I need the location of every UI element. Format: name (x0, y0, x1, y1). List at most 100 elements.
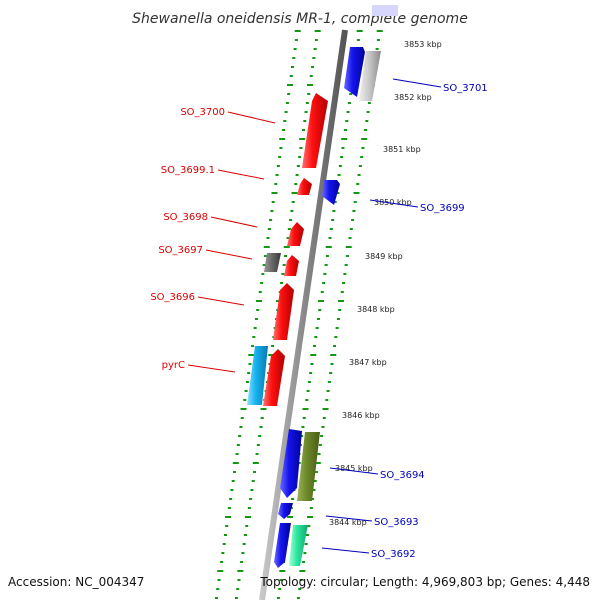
track-dot (296, 597, 300, 599)
kbp-tick: 3850 kbp (374, 198, 412, 207)
feature-SO_3698[interactable] (287, 222, 304, 246)
track-dot (356, 183, 360, 185)
track-dot (299, 570, 306, 572)
label-SO_3701[interactable]: SO_3701 (443, 83, 488, 94)
track-dot (248, 363, 252, 365)
track-dot (311, 498, 315, 500)
track-dot (252, 336, 256, 338)
accession-text: Accession: NC_004347 (8, 575, 144, 589)
track-dot (318, 309, 322, 311)
track-dot (338, 300, 344, 302)
track-dot (268, 354, 275, 356)
leader-SO_3692 (321, 547, 370, 554)
track-dot (312, 489, 316, 491)
track-dot (282, 264, 286, 266)
track-dot (353, 201, 357, 203)
track-dot (318, 444, 322, 446)
track-dot (315, 327, 319, 329)
label-SO_3696[interactable]: SO_3696 (150, 292, 195, 303)
leader-SO_3693 (325, 515, 373, 522)
leader-SO_3694 (329, 467, 379, 475)
track-dot (220, 561, 224, 563)
track-dot (330, 354, 337, 356)
track-dot (314, 30, 321, 32)
kbp-tick: 3848 kbp (357, 305, 395, 314)
track-dot (293, 48, 297, 50)
track-dot (341, 138, 348, 140)
track-dot (283, 120, 287, 122)
track-dot (289, 75, 293, 77)
label-SO_3699.1[interactable]: SO_3699.1 (161, 165, 215, 176)
leader-SO_3701 (392, 78, 442, 88)
feature-SO_3694[interactable] (280, 429, 302, 498)
track-dot (240, 408, 247, 410)
track-dot (305, 534, 309, 536)
kbp-tick: 3845 kbp (335, 464, 373, 473)
track-dot (225, 516, 232, 518)
track-dot (248, 354, 255, 356)
map-title: Shewanella oneidensis MR-1, complete gen… (132, 11, 468, 27)
feature-olive[interactable] (297, 432, 320, 501)
track-dot (251, 345, 255, 347)
track-dot (333, 345, 337, 347)
track-dot (239, 426, 243, 428)
feature-SO_3699[interactable] (322, 180, 340, 205)
feature-SO_3699.1[interactable] (297, 178, 312, 195)
track-dot (320, 435, 324, 437)
feature-SO_3697-red[interactable] (284, 255, 299, 276)
track-dot (294, 39, 298, 41)
track-dot (282, 129, 286, 131)
kbp-tick: 3846 kbp (342, 411, 380, 420)
track-dot (351, 219, 355, 221)
track-dot (364, 129, 368, 131)
track-dot (241, 552, 245, 554)
track-dot (304, 111, 308, 113)
track-dot (324, 264, 328, 266)
kbp-tick: 3844 kbp (329, 518, 367, 527)
track-dot (341, 147, 345, 149)
label-SO_3694[interactable]: SO_3694 (380, 470, 425, 481)
label-SO_3700[interactable]: SO_3700 (180, 107, 225, 118)
feature-mint[interactable] (289, 525, 308, 566)
track-dot (331, 219, 335, 221)
track-dot (232, 462, 239, 464)
track-dots (214, 30, 383, 599)
track-dot (286, 84, 293, 86)
track-dot (349, 228, 353, 230)
label-SO_3699[interactable]: SO_3699 (420, 203, 465, 214)
label-SO_3692[interactable]: SO_3692 (371, 549, 416, 560)
label-SO_3697[interactable]: SO_3697 (158, 245, 203, 256)
track-dot (236, 588, 240, 590)
track-dot (344, 264, 348, 266)
feature-SO_3696[interactable] (273, 283, 294, 340)
feature-SO_3692[interactable] (274, 523, 291, 568)
feature-SO_3693[interactable] (278, 503, 293, 519)
feature-pyrC-red[interactable] (263, 349, 285, 406)
track-dot (295, 174, 299, 176)
label-SO_3693[interactable]: SO_3693 (374, 517, 419, 528)
track-dot (296, 165, 300, 167)
track-dot (316, 318, 320, 320)
track-dot (291, 201, 295, 203)
track-dot (328, 237, 332, 239)
feature-SO_3701[interactable] (344, 47, 365, 97)
label-pyrC[interactable]: pyrC (162, 360, 185, 371)
feature-gray-top[interactable] (359, 51, 381, 101)
track-dot (329, 372, 333, 374)
track-dot (269, 219, 273, 221)
track-dot (299, 138, 306, 140)
track-dot (302, 561, 306, 563)
track-dot (361, 138, 368, 140)
label-SO_3698[interactable]: SO_3698 (163, 212, 208, 223)
feature-SO_3697[interactable] (264, 253, 281, 272)
track-dot (309, 75, 313, 77)
faint-feature (372, 5, 398, 16)
track-dot (230, 489, 234, 491)
track-dot (320, 291, 324, 293)
feature-pyrC[interactable] (247, 346, 268, 405)
track-dot (276, 597, 280, 599)
track-dot (279, 579, 283, 581)
feature-SO_3700[interactable] (302, 93, 328, 168)
track-dot (300, 435, 304, 437)
track-dot (256, 444, 260, 446)
